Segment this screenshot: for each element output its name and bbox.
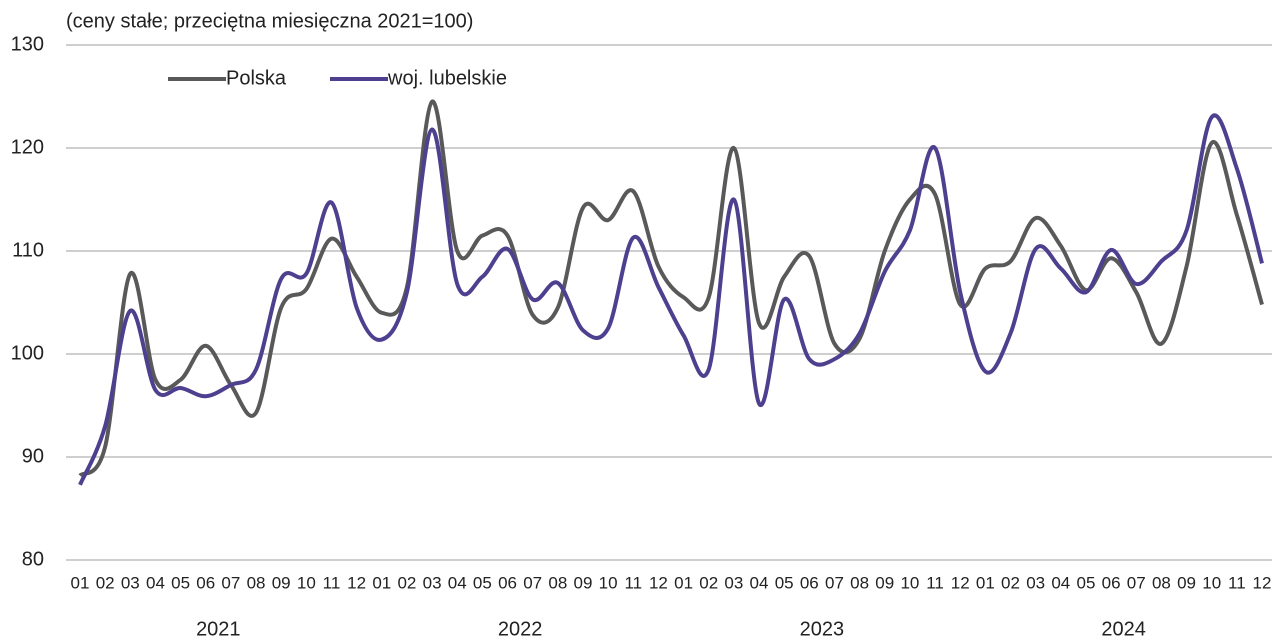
x-tick-label: 09 bbox=[272, 573, 291, 592]
x-tick-label: 08 bbox=[548, 573, 567, 592]
x-tick-label: 12 bbox=[1253, 573, 1272, 592]
year-label: 2024 bbox=[1101, 618, 1146, 640]
x-tick-label: 05 bbox=[171, 573, 190, 592]
x-tick-label: 01 bbox=[674, 573, 693, 592]
x-tick-label: 12 bbox=[649, 573, 668, 592]
x-tick-label: 01 bbox=[372, 573, 391, 592]
legend-label: Polska bbox=[226, 67, 287, 89]
x-tick-label: 03 bbox=[121, 573, 140, 592]
x-tick-label: 04 bbox=[448, 573, 467, 592]
x-tick-label: 04 bbox=[1051, 573, 1070, 592]
x-tick-label: 01 bbox=[71, 573, 90, 592]
x-tick-label: 05 bbox=[1076, 573, 1095, 592]
y-tick-label: 130 bbox=[11, 33, 44, 55]
x-tick-label: 03 bbox=[1026, 573, 1045, 592]
x-tick-label: 06 bbox=[1102, 573, 1121, 592]
x-tick-label: 02 bbox=[96, 573, 115, 592]
x-tick-label: 10 bbox=[1202, 573, 1221, 592]
x-tick-label: 09 bbox=[1177, 573, 1196, 592]
y-tick-label: 100 bbox=[11, 342, 44, 364]
x-tick-label: 02 bbox=[699, 573, 718, 592]
x-tick-label: 02 bbox=[397, 573, 416, 592]
year-label: 2021 bbox=[196, 618, 241, 640]
x-tick-label: 11 bbox=[1228, 573, 1246, 592]
x-tick-label: 12 bbox=[951, 573, 970, 592]
series-line bbox=[78, 113, 1264, 486]
x-tick-label: 07 bbox=[825, 573, 844, 592]
year-label: 2022 bbox=[498, 618, 543, 640]
x-tick-label: 12 bbox=[347, 573, 366, 592]
x-tick-label: 09 bbox=[574, 573, 593, 592]
legend-label: woj. lubelskie bbox=[387, 67, 507, 89]
year-label: 2023 bbox=[800, 618, 845, 640]
chart-subtitle: (ceny stałe; przeciętna miesięczna 2021=… bbox=[66, 10, 473, 32]
x-tick-label: 03 bbox=[423, 573, 442, 592]
x-tick-label: 08 bbox=[850, 573, 869, 592]
x-tick-label: 05 bbox=[775, 573, 794, 592]
y-tick-label: 120 bbox=[11, 136, 44, 158]
x-tick-label: 05 bbox=[473, 573, 492, 592]
x-tick-label: 02 bbox=[1001, 573, 1020, 592]
y-tick-label: 90 bbox=[22, 445, 44, 467]
x-tick-label: 06 bbox=[196, 573, 215, 592]
x-tick-label: 03 bbox=[724, 573, 743, 592]
x-tick-label: 06 bbox=[800, 573, 819, 592]
series-line bbox=[78, 99, 1264, 478]
x-tick-label: 10 bbox=[599, 573, 618, 592]
x-tick-label: 01 bbox=[976, 573, 995, 592]
x-tick-label: 09 bbox=[875, 573, 894, 592]
x-tick-label: 10 bbox=[900, 573, 919, 592]
x-tick-label: 07 bbox=[1127, 573, 1146, 592]
x-tick-label: 10 bbox=[297, 573, 316, 592]
x-tick-label: 07 bbox=[523, 573, 542, 592]
x-tick-label: 11 bbox=[323, 573, 341, 592]
x-tick-label: 08 bbox=[247, 573, 266, 592]
x-tick-label: 04 bbox=[146, 573, 165, 592]
x-tick-label: 08 bbox=[1152, 573, 1171, 592]
x-tick-label: 11 bbox=[926, 573, 944, 592]
x-tick-label: 04 bbox=[750, 573, 769, 592]
y-tick-label: 80 bbox=[22, 548, 44, 570]
x-tick-label: 06 bbox=[498, 573, 517, 592]
x-tick-label: 07 bbox=[221, 573, 240, 592]
y-tick-label: 110 bbox=[12, 239, 44, 261]
x-tick-label: 11 bbox=[624, 573, 642, 592]
